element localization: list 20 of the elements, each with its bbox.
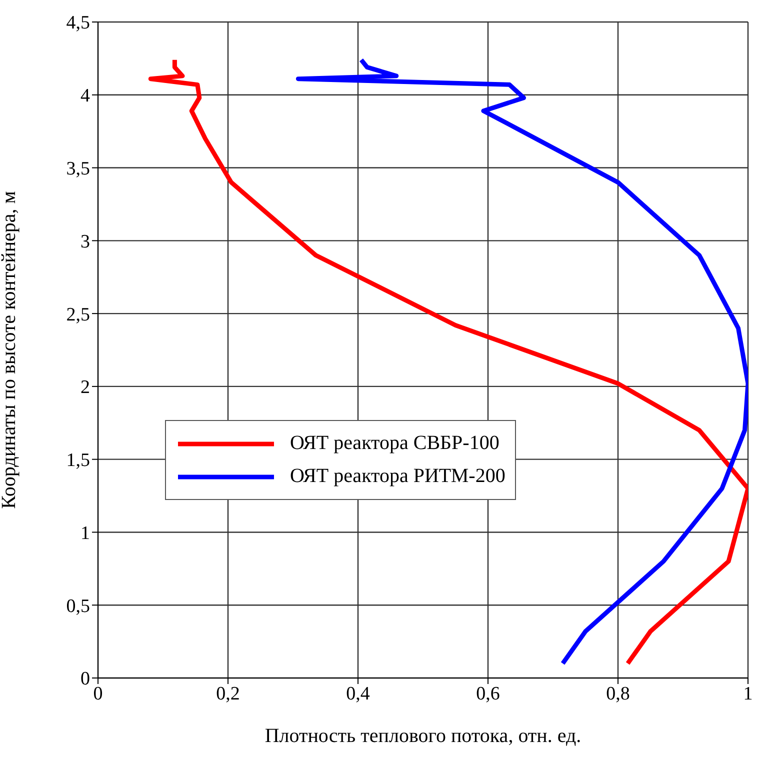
y-tick-label: 1,5 [66,450,90,472]
y-tick-label: 4,5 [66,12,90,34]
x-tick-label: 0,2 [216,683,240,704]
y-tick-label: 2 [80,377,90,398]
legend-label: ОЯТ реактора РИТМ-200 [290,465,506,488]
y-tick-label: 2,5 [66,304,90,326]
x-tick-label: 0,8 [606,683,630,704]
x-tick-label: 0,6 [476,683,500,704]
x-axis-title: Плотность теплового потока, отн. ед. [264,725,582,747]
y-tick-label: 3 [80,231,90,252]
y-tick-label: 0 [80,668,90,690]
y-tick-label: 0,5 [66,596,90,617]
legend-label: ОЯТ реактора СВБР-100 [290,432,500,455]
x-tick-label: 0,4 [346,683,370,704]
y-axis-title: Координаты по высоте контейнера, м [0,190,20,509]
y-tick-label: 4 [80,86,90,107]
line-series [148,58,748,666]
y-tick-label: 1 [80,522,90,544]
x-tick-label: 1 [743,683,753,704]
y-tick-label: 3,5 [66,158,90,180]
